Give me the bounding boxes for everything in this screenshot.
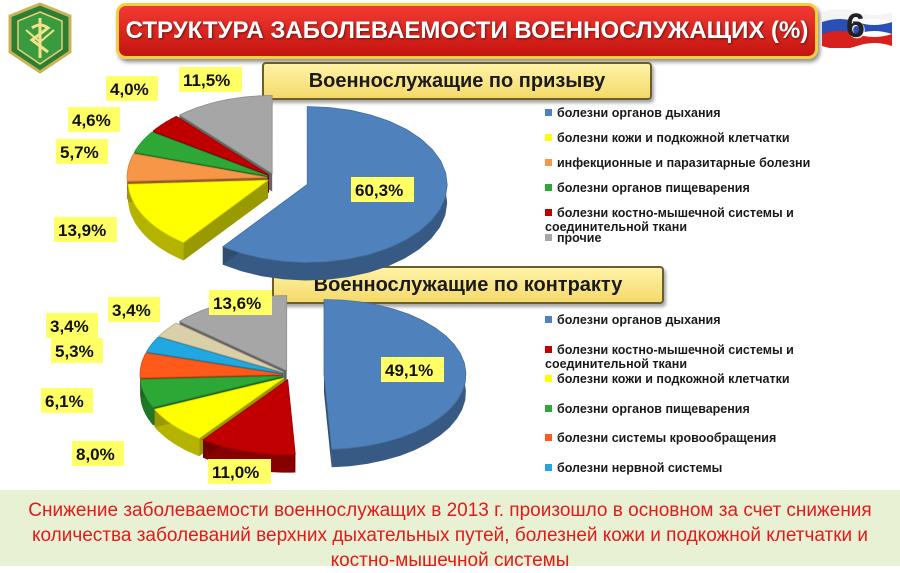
legend-label: болезни органов пищеварения <box>557 401 750 416</box>
data-label: 4,6% <box>72 111 111 130</box>
data-label-bg <box>46 313 98 338</box>
legend-label: болезни системы кровообращения <box>557 431 777 445</box>
data-label: 13,6% <box>213 294 261 313</box>
legend-label: прочие <box>557 231 602 245</box>
footer-panel <box>0 490 900 566</box>
data-label: 11,0% <box>212 463 259 482</box>
pie-chart-contract: 49,1% 11,0% 8,0% 6,1% 5,3% 3,4% 3,4% 13,6% <box>41 290 467 484</box>
legend-item: болезни органов дыхания <box>545 313 875 327</box>
pie-slice <box>133 131 268 177</box>
data-label: 3,4% <box>50 317 89 336</box>
data-label-bg <box>209 290 272 315</box>
legend-label: болезни нервной системы <box>557 460 723 475</box>
data-label-bg <box>351 177 414 202</box>
legend-item: болезни костно-мышечной системы и соедин… <box>545 206 875 234</box>
data-label: 4,0% <box>110 80 149 99</box>
legend-item: болезни органов пищеварения <box>545 402 875 416</box>
legend-swatch <box>545 404 552 412</box>
legend-item: болезни нервной системы <box>545 461 875 475</box>
data-label: 5,3% <box>55 342 94 361</box>
pie-slice <box>178 95 273 175</box>
data-label: 13,9% <box>58 221 106 240</box>
legend-label: болезни органов дыхания <box>557 313 721 327</box>
data-label: 8,0% <box>76 445 115 464</box>
legend-item: болезни кожи и подкожной клетчатки <box>545 131 875 145</box>
data-label-bg <box>179 67 242 92</box>
legend-swatch <box>545 375 552 382</box>
legend-swatch <box>545 234 552 241</box>
legend-swatch <box>545 184 552 191</box>
legend-label: болезни костно-мышечной системы и соедин… <box>545 342 794 371</box>
legend-swatch <box>545 109 552 116</box>
legend-swatch <box>545 345 552 353</box>
data-label-bg <box>108 297 160 322</box>
pie-slice-edge <box>323 374 332 468</box>
data-label: 3,4% <box>112 301 151 320</box>
legend-label: болезни органов дыхания <box>557 106 721 120</box>
data-label-bg <box>51 338 103 363</box>
legend-label: болезни кожи и подкожной клетчатки <box>557 372 790 386</box>
pie-slice <box>139 375 283 408</box>
legend-swatch <box>545 316 552 323</box>
data-label-bg <box>54 217 117 242</box>
pie-slice-side <box>140 379 154 426</box>
legend-label: болезни органов пищеварения <box>557 181 750 195</box>
footer-conclusion-text: Снижение заболеваемости военнослужащих в… <box>28 500 872 571</box>
legend-swatch <box>545 463 552 471</box>
data-label-bg <box>41 388 93 413</box>
data-label-bg <box>208 459 271 484</box>
data-label: 6,1% <box>45 392 84 411</box>
data-label: 5,7% <box>60 143 99 162</box>
page-title: СТРУКТУРА ЗАБОЛЕВАЕМОСТИ ВОЕННОСЛУЖАЩИХ … <box>116 3 818 59</box>
data-label: 11,5% <box>183 71 230 90</box>
legend-item: болезни системы кровообращения <box>545 431 875 445</box>
pie-slice <box>127 179 270 243</box>
data-label: 60,3% <box>355 181 403 200</box>
data-label-bg <box>106 76 158 101</box>
legend-item: болезни органов пищеварения <box>545 181 875 195</box>
pie-slice <box>145 336 283 374</box>
legend-label: болезни кожи и подкожной клетчатки <box>557 131 790 145</box>
pie-slice <box>126 153 268 182</box>
pie-slice <box>139 352 283 379</box>
pie-slice <box>158 322 284 373</box>
pie-slice-side <box>128 184 184 261</box>
legend-item: инфекционные и паразитарные болезни <box>545 156 875 170</box>
data-label-bg <box>68 107 120 132</box>
data-label: 49,1% <box>385 361 433 380</box>
pie-slice-side <box>222 106 448 281</box>
data-label-bg <box>56 139 108 164</box>
pie-slice <box>153 377 285 439</box>
legend-item: прочие <box>545 231 875 245</box>
section-title-conscripts: Военнослужащие по призыву <box>262 62 652 100</box>
pie-charts: 60,3% 13,9% 5,7% 4,6% 4,0% 11,5% 49,1% 11,0% 8,0… <box>41 67 467 484</box>
pie-slice-edge <box>183 180 268 261</box>
slide-number: 6 <box>846 7 865 45</box>
legend-swatch <box>545 134 552 141</box>
pie-chart-conscripts: 60,3% 13,9% 5,7% 4,6% 4,0% 11,5% <box>54 67 448 281</box>
russian-flag-icon <box>822 9 892 48</box>
legend-swatch <box>545 434 552 441</box>
legend-swatch <box>545 209 552 216</box>
legend-item: болезни органов дыхания <box>545 106 875 120</box>
data-label-bg <box>72 441 124 466</box>
legend-item: болезни кожи и подкожной клетчатки <box>545 372 875 386</box>
legend-swatch <box>545 159 552 166</box>
pie-slice <box>221 106 448 263</box>
medical-service-emblem-icon <box>8 2 72 74</box>
data-label-bg <box>381 357 444 382</box>
legend-label: болезни костно-мышечной системы и соедин… <box>545 206 794 234</box>
pie-slice <box>152 115 270 176</box>
legend-item: болезни костно-мышечной системы и соедин… <box>545 343 875 371</box>
legend-label: инфекционные и паразитарные болезни <box>557 156 811 170</box>
pie-slice <box>202 378 296 455</box>
